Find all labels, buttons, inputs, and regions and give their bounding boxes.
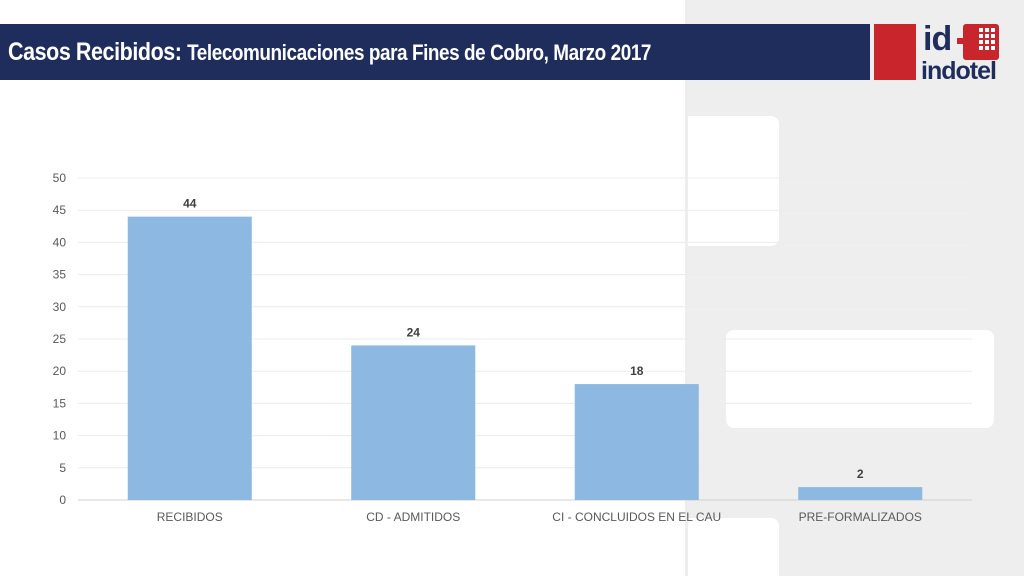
background-white-card (688, 518, 779, 576)
y-tick-label: 0 (59, 493, 66, 507)
data-label: 44 (183, 197, 197, 211)
title-main-text: Casos Recibidos: (8, 37, 182, 66)
logo-red-block (874, 24, 916, 80)
x-category-label: PRE-FORMALIZADOS (799, 510, 922, 524)
bar (351, 345, 476, 500)
title-sub-text: Telecomunicaciones para Fines de Cobro, … (187, 39, 651, 65)
y-tick-label: 5 (59, 461, 66, 475)
logo-id-text: id (923, 20, 952, 58)
x-category-label: CI - CONCLUIDOS EN EL CAU (552, 510, 721, 524)
y-tick-label: 20 (53, 364, 67, 378)
indotel-logo: id indotel (921, 22, 1003, 84)
y-tick-label: 25 (53, 332, 67, 346)
y-tick-label: 35 (53, 268, 67, 282)
logo-name-text: indotel (921, 57, 997, 85)
y-tick-label: 40 (53, 235, 67, 249)
bar (127, 216, 252, 500)
x-category-label: RECIBIDOS (157, 510, 223, 524)
background-white-card (688, 116, 779, 246)
background-white-card (726, 330, 994, 428)
y-tick-label: 50 (53, 171, 67, 185)
title-bar: Casos Recibidos: Telecomunicaciones para… (0, 24, 870, 80)
background-gray-panel (685, 0, 1024, 576)
y-tick-label: 30 (53, 300, 67, 314)
data-label: 24 (407, 325, 421, 339)
bar (798, 487, 923, 500)
data-label: 2 (857, 467, 864, 481)
bar (574, 384, 699, 500)
page-title: Casos Recibidos: Telecomunicaciones para… (8, 38, 651, 67)
y-tick-label: 10 (53, 429, 67, 443)
x-category-label: CD - ADMITIDOS (366, 510, 460, 524)
logo-grid-icon (957, 24, 999, 60)
y-tick-label: 15 (53, 396, 67, 410)
y-tick-label: 45 (53, 203, 67, 217)
data-label: 18 (630, 364, 644, 378)
